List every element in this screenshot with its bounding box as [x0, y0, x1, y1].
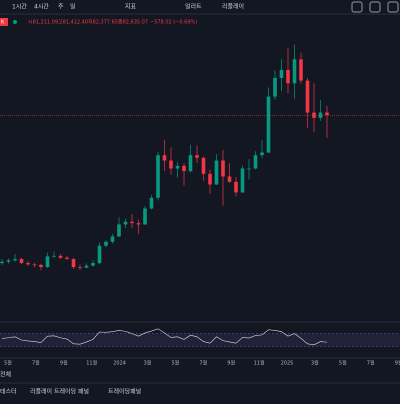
candle-body: [305, 80, 310, 113]
candle-body: [260, 152, 264, 156]
layout-icon[interactable]: [351, 1, 363, 13]
time-axis-label: 7월: [32, 360, 40, 367]
alert-button[interactable]: 얼러트: [185, 3, 202, 11]
candle-body: [0, 261, 4, 264]
time-axis-label: 7월: [199, 360, 207, 367]
candle-body: [104, 241, 108, 246]
candle-body: [78, 267, 82, 268]
candle-body: [247, 168, 251, 170]
interval[interactable]: 일: [70, 3, 76, 11]
candle-body: [52, 255, 56, 257]
candle-body: [13, 259, 17, 261]
time-axis-label: 7월: [367, 360, 375, 367]
candle-body: [6, 260, 11, 262]
candle-body: [188, 155, 193, 172]
interval[interactable]: 주: [58, 4, 64, 11]
interval[interactable]: 1시간: [12, 3, 27, 11]
candle-body: [234, 181, 238, 193]
candle-body: [39, 264, 43, 268]
time-axis-label: 5월: [4, 360, 12, 367]
replay-button[interactable]: 리플레이: [222, 3, 244, 11]
time-axis-label: 3월: [311, 360, 319, 367]
footer-tab[interactable]: 테스터: [0, 388, 17, 396]
toolbar: [0, 0, 400, 14]
time-axis-label: 2025: [281, 361, 294, 367]
candle-body: [110, 236, 115, 242]
time-axis-label: 5월: [339, 360, 347, 367]
candle-body: [26, 263, 30, 265]
candle-body: [97, 245, 102, 264]
candle-body: [143, 208, 147, 225]
candle-body: [130, 221, 134, 224]
candle-body: [292, 59, 297, 84]
legend-high: 고81,412.40: [58, 20, 88, 26]
candle-body: [58, 255, 63, 258]
candle-body: [286, 69, 290, 84]
footer-tab[interactable]: 리플레이 트레이딩 패널: [30, 388, 89, 396]
candle-body: [182, 165, 186, 172]
fullscreen-icon[interactable]: [387, 1, 399, 13]
candle-body: [201, 157, 206, 174]
legend-low: 저82,377.65: [88, 19, 118, 26]
candle-body: [195, 155, 199, 158]
candle-body: [71, 259, 76, 268]
candle-body: [65, 257, 69, 260]
symbol: K: [1, 20, 5, 26]
indicators-button[interactable]: 지표: [125, 3, 137, 11]
time-axis-label: 2024: [113, 361, 126, 367]
candle-body: [136, 223, 141, 225]
candle-body: [175, 165, 180, 169]
candle-body: [169, 160, 173, 169]
settings-icon[interactable]: [369, 1, 381, 13]
time-axis-label: 5월: [172, 360, 180, 367]
time-axis-label: 11월: [254, 360, 265, 367]
status-dot: [13, 20, 17, 24]
legend-open: 시81,211.09: [28, 20, 58, 26]
candle-body: [84, 265, 89, 268]
time-axis-label: 9월: [227, 360, 235, 367]
candle-body: [325, 112, 329, 116]
candle-body: [214, 160, 219, 185]
candle-body: [266, 96, 271, 153]
candle-body: [19, 259, 24, 264]
candle-body: [117, 224, 121, 237]
time-axis-label: 11월: [86, 360, 97, 367]
time-axis-label: 9월: [395, 360, 400, 367]
footer-tab[interactable]: 트레이딩패널: [108, 388, 141, 396]
legend-close: 종82,635.07: [118, 20, 148, 26]
candle-body: [156, 155, 160, 198]
legend-change: −578.02 (−0.69%): [150, 20, 197, 26]
candle-body: [123, 221, 128, 225]
candle-body: [299, 59, 303, 81]
candle-body: [91, 263, 95, 266]
rsi-line: [1, 328, 328, 346]
time-axis-label: 9월: [60, 360, 68, 367]
candle-body: [253, 155, 258, 169]
candle-body: [162, 155, 167, 161]
range-button[interactable]: 전체: [0, 371, 11, 379]
candle-body: [221, 160, 225, 177]
time-axis-label: 3월: [144, 360, 152, 367]
interval[interactable]: 4시간: [34, 3, 49, 11]
candle-body: [208, 173, 212, 185]
candle-body: [240, 168, 245, 193]
rsi-band: [0, 333, 400, 347]
candle-body: [45, 256, 50, 268]
candle-body: [279, 69, 284, 78]
candle-body: [273, 77, 277, 97]
symbol-badge: [0, 18, 8, 26]
candle-body: [32, 264, 37, 266]
candle-body: [227, 176, 232, 182]
candle-body: [149, 197, 154, 209]
